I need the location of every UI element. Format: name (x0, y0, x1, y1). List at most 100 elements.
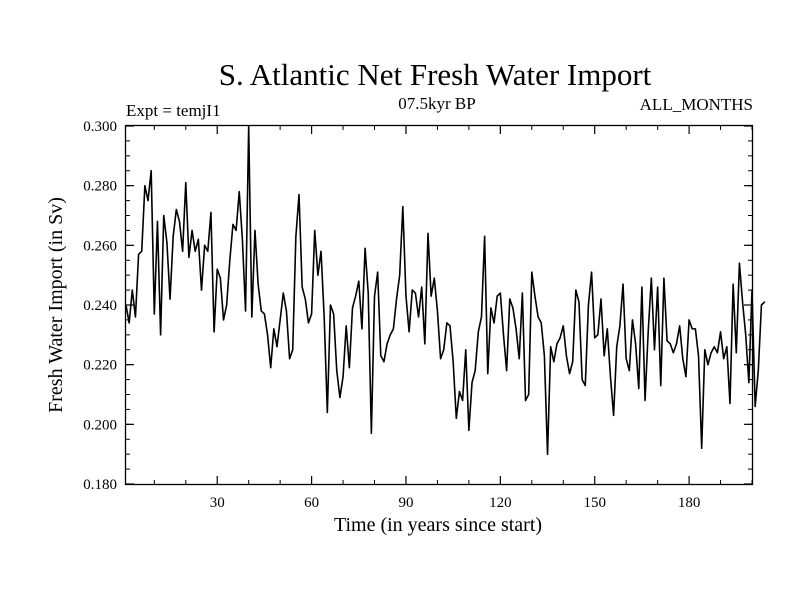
chart-title: S. Atlantic Net Fresh Water Import (219, 57, 652, 92)
data-point (213, 331, 215, 333)
x-tick-label: 30 (210, 495, 225, 511)
data-point (373, 295, 376, 297)
data-point (455, 417, 457, 419)
data-point (156, 220, 159, 223)
data-point (666, 340, 668, 342)
data-point (745, 334, 747, 336)
data-point (348, 367, 350, 369)
data-point (578, 301, 580, 303)
data-point (204, 244, 206, 246)
data-point (572, 361, 574, 363)
data-point (244, 310, 247, 312)
data-point (707, 364, 709, 366)
data-point (279, 319, 281, 321)
data-point (628, 370, 630, 372)
data-point (751, 289, 753, 291)
data-point (301, 286, 303, 288)
data-point (487, 373, 489, 375)
data-point (612, 414, 615, 416)
data-point (307, 322, 310, 324)
data-point (653, 349, 656, 351)
data-point (484, 235, 486, 237)
data-point (408, 331, 410, 333)
data-point (367, 292, 369, 294)
data-point (603, 355, 605, 357)
data-point (760, 304, 763, 306)
data-point (137, 253, 140, 255)
data-point (631, 319, 634, 321)
data-point (710, 352, 712, 354)
data-point (292, 349, 294, 351)
data-point (452, 361, 454, 363)
data-point (361, 328, 363, 330)
data-point (238, 191, 240, 193)
data-point (490, 307, 492, 309)
data-point (323, 316, 325, 318)
data-point (248, 125, 250, 127)
data-point (351, 307, 354, 309)
data-point (439, 358, 442, 360)
data-point (540, 322, 542, 324)
x-axis-tick-labels: 30 60 90 120 150 180 (210, 495, 701, 511)
data-point (641, 286, 643, 288)
data-point (534, 295, 536, 297)
y-tick-label: 0.180 (83, 477, 117, 493)
data-point (568, 373, 571, 375)
data-point (556, 343, 558, 345)
data-point (754, 405, 756, 408)
data-point (266, 334, 269, 336)
data-point (336, 370, 338, 372)
data-point (553, 361, 555, 363)
data-point (543, 355, 545, 357)
data-point (405, 295, 407, 297)
data-point (150, 170, 152, 172)
data-point (182, 250, 184, 252)
x-tick-label: 90 (398, 495, 413, 511)
y-tick-label: 0.300 (83, 119, 117, 135)
data-point (395, 298, 398, 300)
data-point (333, 313, 335, 315)
x-tick-label: 120 (489, 495, 512, 511)
data-point (657, 286, 659, 288)
data-point (635, 343, 637, 345)
data-point (741, 301, 744, 303)
data-point (172, 235, 174, 237)
data-point (197, 238, 199, 240)
data-point (417, 316, 420, 318)
data-point (355, 295, 357, 297)
data-point (622, 283, 624, 285)
data-point (263, 313, 266, 315)
data-point (716, 352, 719, 354)
data-point (134, 316, 137, 318)
data-point (496, 295, 498, 297)
data-point (207, 250, 209, 252)
data-point (358, 280, 360, 282)
data-point (222, 319, 225, 321)
data-point (430, 295, 432, 297)
data-point (685, 376, 687, 378)
data-point (339, 396, 341, 399)
data-point (446, 322, 448, 324)
data-point (178, 220, 181, 223)
data-point (531, 271, 533, 273)
data-point (757, 370, 759, 372)
data-point (590, 271, 593, 273)
data-point (499, 292, 501, 294)
data-point (719, 331, 722, 333)
y-tick-label: 0.220 (83, 358, 117, 374)
data-point (144, 185, 146, 187)
data-point (679, 325, 681, 327)
data-point (257, 283, 259, 285)
data-point (433, 277, 435, 279)
data-point (704, 349, 706, 351)
data-point (682, 358, 684, 360)
data-point (735, 352, 737, 354)
data-point (729, 402, 731, 405)
data-point (701, 447, 703, 449)
data-point (251, 316, 253, 318)
data-point (600, 298, 602, 300)
data-point (235, 229, 237, 232)
data-point (147, 199, 149, 202)
data-point (326, 411, 328, 413)
data-point (474, 370, 476, 372)
